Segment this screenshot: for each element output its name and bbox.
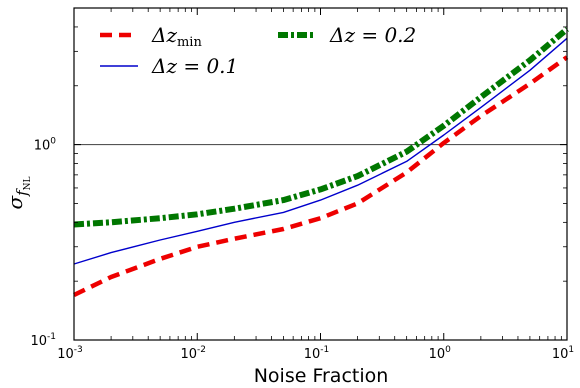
series-line-2 [73,37,568,265]
x-tick-label-exponent: 1 [568,345,574,355]
x-tick-label-exponent: 0 [445,345,451,355]
y-axis-title-sub: f [13,188,31,197]
y-axis-title: σfNL [3,176,33,209]
x-tick-label-base: 10 [552,347,569,362]
legend: Δzmin Δz = 0.1 Δz = 0.2 [100,23,416,78]
y-tick-label-exponent: 0 [50,137,56,147]
x-tick-label-exponent: -1 [320,345,329,355]
legend-label-2: Δz = 0.1 [151,54,238,78]
y-tick-label-base: 10 [30,334,47,349]
x-tick-label: 10-3 [57,345,83,362]
y-tick-label-base: 10 [34,139,51,154]
legend-label-3: Δz = 0.2 [329,23,416,47]
x-tick-label: 10-1 [304,345,330,362]
y-axis-title-main: σ [3,195,27,210]
plot-frame [73,7,568,341]
series-line-3 [73,26,569,228]
y-tick-label: 10-1 [30,332,56,349]
y-axis-title-subsub: NL [23,176,33,190]
legend-label-main: Δz = 0.1 [151,54,238,78]
x-axis-title: Noise Fraction [254,365,389,387]
x-tick-label: 101 [552,345,574,362]
x-tick-label-base: 10 [304,347,321,362]
x-tick-label-base: 10 [429,347,446,362]
legend-label-main: Δz [151,23,177,47]
legend-label-1: Δzmin [151,23,202,50]
y-tick-label: 100 [34,137,57,154]
x-tick-label-base: 10 [180,347,197,362]
x-tick-label: 100 [429,345,452,362]
y-tick-label-exponent: -1 [47,332,56,342]
legend-label-main: Δz = 0.2 [329,23,416,47]
svg-text:σfNL: σfNL [3,176,33,209]
x-tick-label-exponent: -2 [197,345,206,355]
series-layer [73,26,569,298]
series-line-1 [73,55,569,298]
x-tick-label-base: 10 [57,347,74,362]
x-tick-label-exponent: -3 [74,345,83,355]
legend-label-sub: min [177,35,202,50]
x-tick-label: 10-2 [180,345,206,362]
